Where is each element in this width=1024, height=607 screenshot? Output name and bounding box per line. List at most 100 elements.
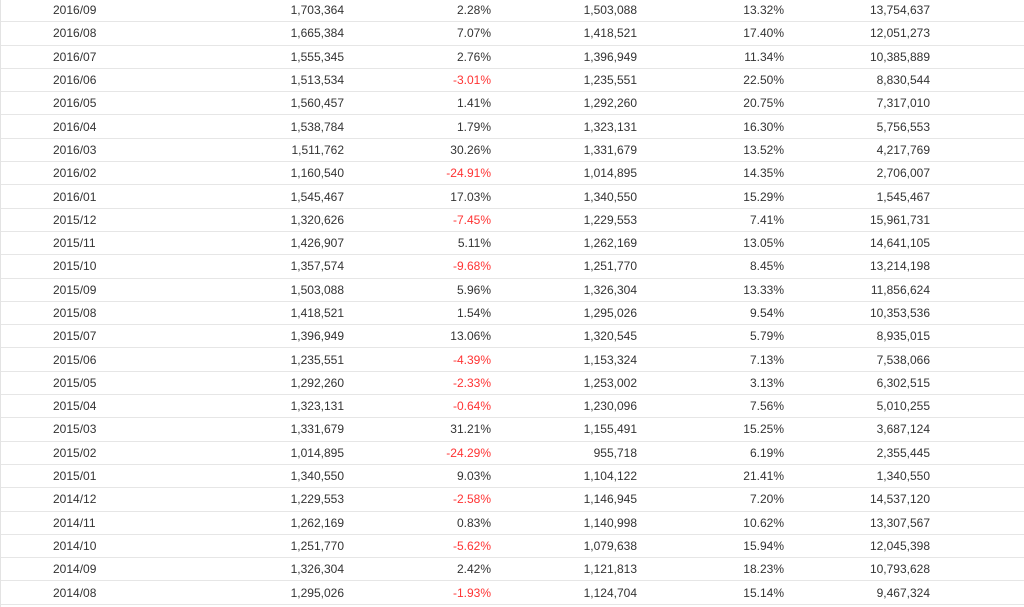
cell-value-b: 1,418,521 [491, 21, 637, 46]
table-row: 2014/11 1,262,169 0.83% 1,140,998 10.62% 13,3… [1, 511, 1024, 535]
cell-change-b: 13.05% [637, 231, 784, 256]
cell-change-c: 9.84% [930, 580, 1024, 605]
cell-month: 2014/12 [1, 487, 218, 512]
cell-change-a: -3.01% [344, 68, 491, 93]
cell-change-a: -7.45% [344, 208, 491, 232]
cell-change-c: 9.33% [930, 324, 1024, 349]
cell-value-b: 1,331,679 [491, 138, 637, 163]
cell-value-c: 11,856,624 [784, 278, 930, 302]
table-row: 2016/05 1,560,457 1.41% 1,292,260 20.75% 7,31… [1, 91, 1024, 116]
table-row: 2016/04 1,538,784 1.79% 1,323,131 16.30% 5,75… [1, 114, 1024, 139]
cell-month: 2015/09 [1, 278, 218, 302]
table-row: 2015/01 1,340,550 9.03% 1,104,122 21.41% 1,34… [1, 464, 1024, 489]
cell-change-b: 18.23% [637, 557, 784, 582]
table-row: 2016/06 1,513,534 -3.01% 1,235,551 22.50% 8,8… [1, 68, 1024, 93]
table-row: 2014/09 1,326,304 2.42% 1,121,813 18.23% 10,7… [1, 557, 1024, 582]
cell-change-b: 15.29% [637, 184, 784, 209]
cell-change-b: 21.41% [637, 464, 784, 489]
table-row: 2015/03 1,331,679 31.21% 1,155,491 15.25% 3,6… [1, 417, 1024, 442]
cell-change-c: 10.02% [930, 231, 1024, 256]
cell-value-c: 14,537,120 [784, 487, 930, 512]
cell-value-a: 1,513,534 [218, 68, 344, 93]
cell-change-c: 16.40% [930, 21, 1024, 46]
cell-value-c: 1,545,467 [784, 184, 930, 209]
cell-value-c: 5,010,255 [784, 394, 930, 419]
cell-value-c: 10,353,536 [784, 301, 930, 326]
table-row: 2015/07 1,396,949 13.06% 1,320,545 5.79% 8,93… [1, 324, 1024, 349]
cell-change-a: -24.29% [344, 441, 491, 465]
cell-change-b: 17.40% [637, 21, 784, 46]
cell-change-b: 14.35% [637, 161, 784, 186]
cell-value-a: 1,292,260 [218, 371, 344, 396]
cell-month: 2015/12 [1, 208, 218, 232]
cell-change-c: 10.60% [930, 371, 1024, 396]
cell-value-c: 4,217,769 [784, 138, 930, 163]
table-row: 2015/08 1,418,521 1.54% 1,295,026 9.54% 10,35… [1, 301, 1024, 326]
cell-value-b: 1,121,813 [491, 557, 637, 582]
cell-value-b: 1,262,169 [491, 231, 637, 256]
cell-value-a: 1,229,553 [218, 487, 344, 512]
cell-value-b: 1,153,324 [491, 347, 637, 372]
cell-change-a: -4.39% [344, 347, 491, 372]
cell-change-b: 20.75% [637, 91, 784, 116]
cell-value-a: 1,545,467 [218, 184, 344, 209]
cell-value-a: 1,160,540 [218, 161, 344, 186]
cell-change-a: 2.42% [344, 557, 491, 582]
cell-change-b: 10.62% [637, 511, 784, 535]
cell-value-b: 1,235,551 [491, 68, 637, 93]
cell-month: 2015/03 [1, 417, 218, 442]
cell-value-c: 13,307,567 [784, 511, 930, 535]
cell-change-a: 2.76% [344, 45, 491, 69]
cell-month: 2016/03 [1, 138, 218, 163]
cell-month: 2015/02 [1, 441, 218, 465]
cell-change-b: 7.13% [637, 347, 784, 372]
cell-change-a: 1.41% [344, 91, 491, 116]
cell-month: 2014/11 [1, 511, 218, 535]
cell-value-a: 1,014,895 [218, 441, 344, 465]
cell-month: 2015/04 [1, 394, 218, 419]
cell-value-a: 1,418,521 [218, 301, 344, 326]
cell-change-b: 3.13% [637, 371, 784, 396]
cell-change-a: 30.26% [344, 138, 491, 163]
cell-change-a: -1.93% [344, 580, 491, 605]
cell-change-a: 13.06% [344, 324, 491, 349]
cell-month: 2014/09 [1, 557, 218, 582]
cell-value-b: 1,323,131 [491, 114, 637, 139]
cell-change-a: -2.33% [344, 371, 491, 396]
cell-change-c: 12.71% [930, 394, 1024, 419]
cell-change-a: -2.58% [344, 487, 491, 512]
table-row: 2014/10 1,251,770 -5.62% 1,079,638 15.94% 12,… [1, 534, 1024, 559]
table-row: 2016/07 1,555,345 2.76% 1,396,949 11.34% 10,3… [1, 45, 1024, 69]
cell-value-c: 8,935,015 [784, 324, 930, 349]
cell-change-c: 11.26% [930, 511, 1024, 535]
cell-value-a: 1,538,784 [218, 114, 344, 139]
cell-month: 2015/08 [1, 301, 218, 326]
cell-value-a: 1,503,088 [218, 278, 344, 302]
cell-value-b: 1,326,304 [491, 278, 637, 302]
cell-change-b: 15.25% [637, 417, 784, 442]
cell-value-c: 2,706,007 [784, 161, 930, 186]
cell-value-c: 10,793,628 [784, 557, 930, 582]
cell-change-c: 10.02% [930, 347, 1024, 372]
cell-value-c: 12,051,273 [784, 21, 930, 46]
cell-change-b: 7.56% [637, 394, 784, 419]
table-row: 2015/06 1,235,551 -4.39% 1,153,324 7.13% 7,53… [1, 347, 1024, 372]
cell-change-c: 14.90% [930, 114, 1024, 139]
cell-value-a: 1,665,384 [218, 21, 344, 46]
cell-month: 2016/04 [1, 114, 218, 139]
cell-change-a: 5.11% [344, 231, 491, 256]
cell-change-a: 1.79% [344, 114, 491, 139]
cell-change-c: 16.10% [930, 91, 1024, 116]
cell-value-c: 13,754,637 [784, 0, 930, 23]
cell-change-c: 14.67% [930, 417, 1024, 442]
cell-value-c: 3,687,124 [784, 417, 930, 442]
cell-value-c: 7,538,066 [784, 347, 930, 372]
cell-change-a: 5.96% [344, 278, 491, 302]
table-row: 2016/08 1,665,384 7.07% 1,418,521 17.40% 12,0… [1, 21, 1024, 46]
cell-value-a: 1,251,770 [218, 534, 344, 559]
cell-value-c: 7,317,010 [784, 91, 930, 116]
cell-value-c: 2,355,445 [784, 441, 930, 465]
cell-change-c: 10.81% [930, 557, 1024, 582]
cell-month: 2014/08 [1, 580, 218, 605]
